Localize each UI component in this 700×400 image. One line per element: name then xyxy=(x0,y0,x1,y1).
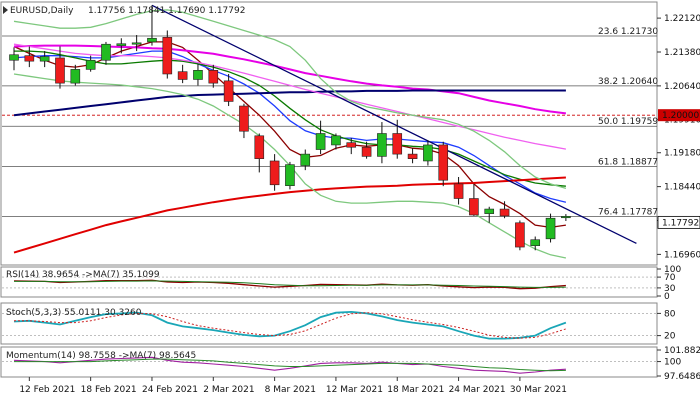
x-tick-label-6: 18 Mar 2021 xyxy=(387,385,444,395)
stoch-line-1 xyxy=(14,312,567,339)
fib-label-4: 76.4 1.17787 xyxy=(598,208,658,218)
y-tick-label-0: 1.22120 xyxy=(664,14,700,24)
candle-body-17 xyxy=(269,160,280,186)
candle-body-5 xyxy=(85,59,96,70)
y-tick-label-2: 1.20640 xyxy=(664,82,700,92)
trendline xyxy=(151,4,637,244)
rsi-line-1 xyxy=(14,280,566,288)
x-tick-label-2: 24 Feb 2021 xyxy=(142,385,198,395)
rsi-label: RSI(14) 38.9654 ->MA(7) 35.1099 xyxy=(6,270,160,280)
momentum-line-1 xyxy=(14,358,566,372)
candle-body-24 xyxy=(377,133,387,157)
main-price-panel: 23.6 1.21730 38.2 1.20640 50.0 1.19759 61.8… xyxy=(2,4,700,260)
stoch-panel-frame xyxy=(0,302,658,345)
rsi-axis-label-3: 0 xyxy=(664,292,670,302)
y-tick-label-5: 1.18440 xyxy=(664,183,700,193)
candle-body-16 xyxy=(254,135,265,159)
x-tick-label-4: 8 Mar 2021 xyxy=(265,385,316,395)
candle-body-15 xyxy=(239,105,249,132)
x-axis: 12 Feb 2021 18 Feb 2021 24 Feb 2021 2 Mar 2… xyxy=(19,377,567,395)
candle-body-31 xyxy=(484,208,495,214)
momentum-label: Momentum(14) 98.7558 ->MA(7) 98.5645 xyxy=(6,351,196,361)
x-tick-label-1: 18 Feb 2021 xyxy=(81,385,137,395)
current-price-label: 1.17792 xyxy=(662,218,699,228)
y-tick-label-4: 1.19180 xyxy=(664,149,700,159)
rsi-axis-label-2: 30 xyxy=(664,284,676,294)
x-tick-label-7: 24 Mar 2021 xyxy=(449,385,506,395)
candle-body-32 xyxy=(499,208,510,217)
candle-body-10 xyxy=(162,37,173,75)
candle-body-14 xyxy=(223,80,234,102)
y-tick-label-7: 1.16960 xyxy=(664,250,700,260)
candle-body-28 xyxy=(438,144,449,181)
fib-label-3: 61.8 1.18877 xyxy=(598,158,658,168)
candle-body-7 xyxy=(116,43,127,46)
stoch-axis-label-1: 20 xyxy=(664,332,676,342)
fib-label-0: 23.6 1.21730 xyxy=(598,27,658,37)
rsi-axis-label-1: 70 xyxy=(664,273,676,283)
candle-body-0 xyxy=(9,54,19,61)
candle-body-23 xyxy=(361,146,372,157)
overlay-line-5 xyxy=(13,176,566,254)
x-tick-label-3: 2 Mar 2021 xyxy=(203,385,254,395)
chart-title: EURUSD,Daily xyxy=(10,6,74,16)
rsi-line-0 xyxy=(13,279,566,290)
candle-body-3 xyxy=(55,57,65,84)
stoch-label: Stoch(5,3,3) 55.0111 30.3260 xyxy=(6,308,142,318)
stoch-line-0 xyxy=(13,310,567,340)
momentum-axis-label-2: 97.6486 xyxy=(664,372,700,382)
rsi-axis-label-0: 100 xyxy=(664,265,681,275)
current-price-box xyxy=(657,215,700,229)
key-level-label: 1.20000 xyxy=(662,111,699,121)
candle-body-19 xyxy=(300,153,311,166)
candle-body-36 xyxy=(561,216,571,219)
candle-body-22 xyxy=(346,142,357,148)
main-panel-frame xyxy=(0,1,658,266)
candle-body-21 xyxy=(331,135,341,146)
momentum-panel: 101.8829 100 97.6486 xyxy=(2,346,700,382)
stoch-panel: 80 20 xyxy=(2,309,676,342)
candle-body-9 xyxy=(147,37,157,43)
candle-body-29 xyxy=(453,183,464,199)
x-tick-label-5: 12 Mar 2021 xyxy=(326,385,383,395)
candle-body-13 xyxy=(208,70,219,84)
x-tick-label-0: 12 Feb 2021 xyxy=(19,385,75,395)
dropdown-arrow-icon xyxy=(3,6,8,14)
candle-body-8 xyxy=(131,42,142,45)
fib-label-1: 38.2 1.20640 xyxy=(598,77,658,87)
candle-body-20 xyxy=(315,133,326,150)
candle-body-30 xyxy=(469,198,479,216)
candle-body-4 xyxy=(70,69,81,84)
candle-body-34 xyxy=(530,239,541,246)
candle-body-35 xyxy=(545,217,556,240)
y-tick-label-1: 1.21380 xyxy=(664,48,700,58)
candle-body-25 xyxy=(392,133,403,155)
stoch-axis-label-0: 80 xyxy=(664,309,676,319)
rsi-panel-frame xyxy=(0,266,658,298)
momentum-line-0 xyxy=(13,356,566,374)
overlay-line-7 xyxy=(13,9,567,190)
ohlc-header: 1.17756 1.17841 1.17690 1.17792 xyxy=(88,6,245,16)
momentum-axis-label-0: 101.8829 xyxy=(664,346,700,356)
overlay-line-4 xyxy=(13,89,566,117)
candle-body-2 xyxy=(39,56,50,62)
candle-body-11 xyxy=(177,71,188,80)
fib-label-2: 50.0 1.19759 xyxy=(598,117,658,127)
x-tick-label-8: 30 Mar 2021 xyxy=(510,385,567,395)
candle-body-12 xyxy=(193,70,203,80)
candle-body-1 xyxy=(24,55,35,62)
momentum-axis-label-1: 100 xyxy=(664,358,681,368)
key-level-label-box xyxy=(658,109,700,122)
candle-body-27 xyxy=(423,144,433,162)
candle-body-26 xyxy=(407,153,418,159)
candle-body-6 xyxy=(101,43,111,61)
candle-body-33 xyxy=(515,222,525,248)
candle-body-18 xyxy=(285,164,295,186)
